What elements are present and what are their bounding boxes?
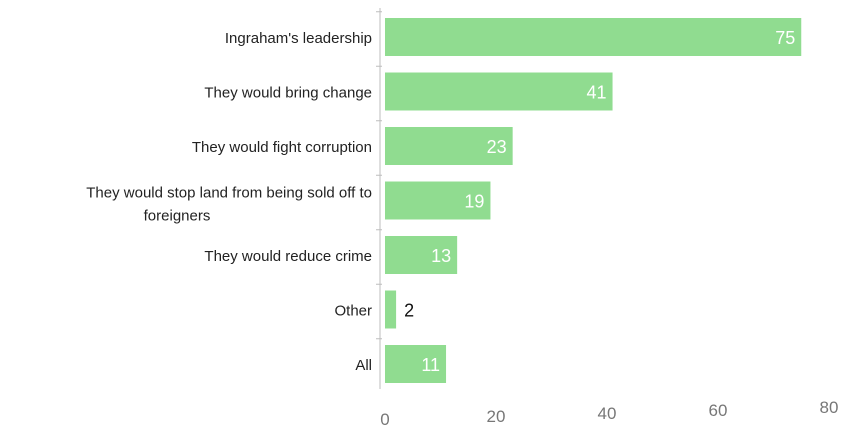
category-label-continued: foreigners (144, 208, 211, 225)
data-label: 23 (487, 137, 507, 157)
category-label: Ingraham's leadership (225, 30, 372, 47)
category-label: All (355, 357, 372, 374)
data-label: 13 (431, 246, 451, 266)
bar (385, 290, 397, 329)
x-tick-labels: 0 20 40 60 80 (380, 398, 838, 429)
x-tick-label: 20 (487, 407, 506, 426)
data-label: 41 (587, 83, 607, 103)
data-label: 2 (404, 301, 414, 321)
bar (385, 236, 458, 274)
data-label: 11 (421, 355, 440, 375)
data-labels: 75 41 23 19 13 2 11 (404, 28, 795, 375)
category-label: They would fight corruption (192, 139, 372, 156)
bar (385, 181, 491, 220)
category-label: They would reduce crime (204, 248, 372, 265)
bar (385, 345, 447, 383)
category-label: They would bring change (204, 85, 372, 102)
category-label: They would stop land from being sold off… (86, 185, 372, 202)
x-tick-label: 60 (709, 401, 728, 420)
bar (385, 18, 802, 56)
y-axis (376, 8, 382, 389)
data-label: 19 (464, 192, 484, 212)
x-tick-label: 80 (820, 398, 839, 417)
bars-layer (385, 18, 802, 383)
x-tick-label: 0 (380, 410, 389, 429)
bar (385, 127, 513, 165)
x-tick-label: 40 (598, 404, 617, 423)
category-label: Other (334, 303, 372, 320)
data-label: 75 (775, 28, 795, 48)
bar (385, 72, 613, 111)
category-labels: Ingraham's leadership They would bring ch… (86, 30, 372, 374)
